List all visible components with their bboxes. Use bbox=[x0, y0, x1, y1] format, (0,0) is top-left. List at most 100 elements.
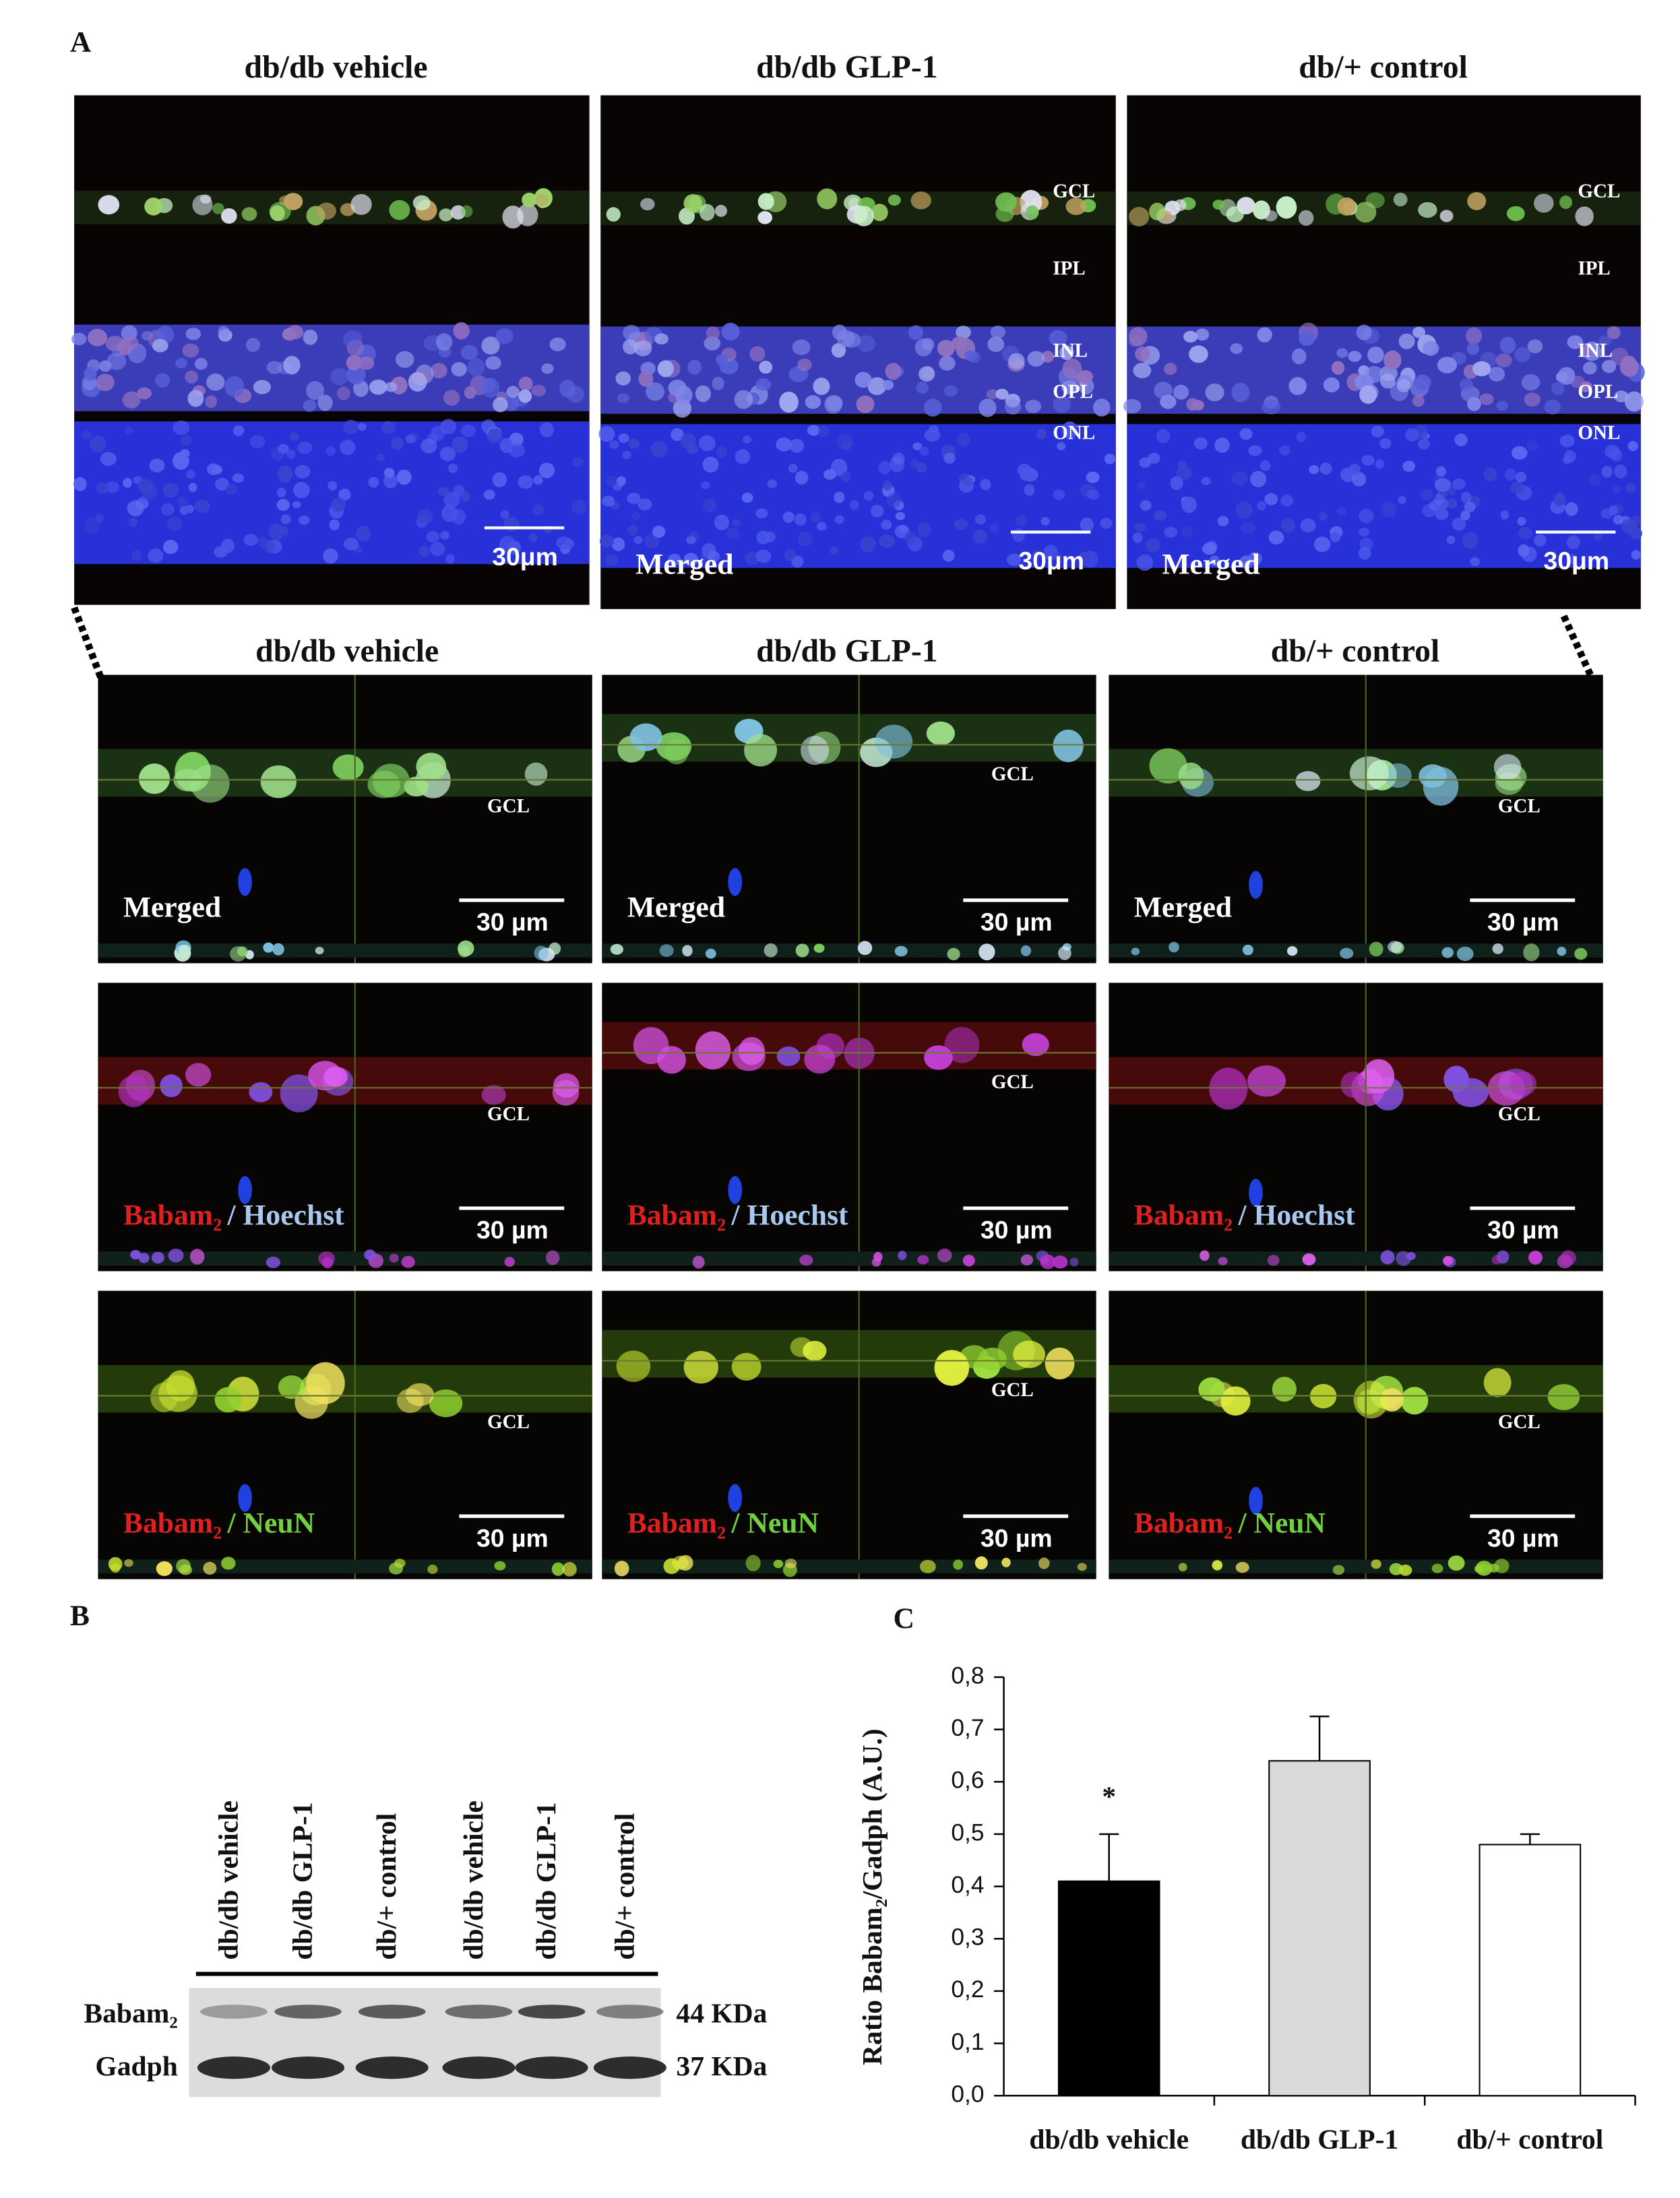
band bbox=[593, 2056, 666, 2079]
cell bbox=[1129, 327, 1148, 346]
cell bbox=[1349, 756, 1389, 790]
scale-bar-label: 30μm bbox=[1018, 546, 1084, 575]
cell bbox=[1412, 394, 1425, 407]
cell bbox=[1361, 455, 1375, 466]
cell bbox=[1443, 1255, 1454, 1265]
cell bbox=[1059, 345, 1074, 360]
cell bbox=[1446, 535, 1456, 544]
y-tick-label: 0,5 bbox=[951, 1819, 984, 1846]
cell bbox=[123, 478, 132, 488]
cell bbox=[131, 550, 142, 561]
cell bbox=[788, 464, 798, 473]
cell bbox=[834, 491, 845, 503]
cell bbox=[803, 1340, 827, 1361]
cell bbox=[789, 439, 805, 453]
cell bbox=[416, 753, 447, 781]
bar bbox=[1268, 1760, 1371, 2097]
cell bbox=[1093, 398, 1111, 417]
cell bbox=[1019, 467, 1033, 481]
stain-label: / NeuN bbox=[1237, 1507, 1326, 1540]
image-label: Merged bbox=[1134, 891, 1232, 924]
cell bbox=[1614, 390, 1629, 403]
cell bbox=[1488, 367, 1505, 382]
cell bbox=[702, 499, 717, 513]
cell bbox=[148, 548, 164, 563]
cell bbox=[1499, 336, 1516, 354]
lane-label: db/db vehicle bbox=[212, 1800, 243, 1960]
y-tick-label: 0,4 bbox=[951, 1872, 984, 1898]
cell bbox=[755, 549, 772, 563]
cell bbox=[1544, 399, 1561, 415]
cell bbox=[364, 1249, 376, 1261]
cell bbox=[431, 363, 447, 379]
cell bbox=[813, 943, 825, 953]
cell bbox=[160, 1074, 183, 1098]
cell bbox=[1518, 544, 1530, 557]
cell bbox=[99, 360, 112, 372]
cell bbox=[243, 534, 258, 546]
cell bbox=[699, 203, 715, 221]
cell bbox=[408, 372, 427, 392]
group-title: db/db vehicle bbox=[255, 633, 439, 668]
cell bbox=[1298, 210, 1314, 226]
cell bbox=[1149, 202, 1166, 221]
cell bbox=[944, 1027, 980, 1063]
cell bbox=[792, 339, 811, 355]
cell bbox=[1061, 421, 1078, 439]
cell bbox=[692, 1255, 705, 1269]
cell bbox=[376, 453, 385, 462]
cell bbox=[990, 325, 1006, 339]
cell bbox=[716, 446, 727, 458]
cell bbox=[836, 329, 855, 348]
cell bbox=[122, 391, 141, 409]
scale-bar-label: 30 µm bbox=[476, 908, 549, 936]
cell bbox=[795, 943, 809, 957]
cell bbox=[871, 1258, 881, 1267]
cell bbox=[1053, 489, 1065, 500]
layer-label: GCL bbox=[991, 1379, 1034, 1401]
image-label: Babam₂ / Hoechst bbox=[123, 1199, 344, 1232]
cell bbox=[1466, 327, 1483, 345]
image-label: Babam₂ / NeuN bbox=[627, 1507, 819, 1540]
cell bbox=[947, 947, 960, 961]
cell bbox=[418, 546, 430, 557]
cell bbox=[650, 441, 668, 458]
cell bbox=[1057, 442, 1066, 451]
image-label: Babam₂ / NeuN bbox=[123, 1507, 315, 1540]
cell bbox=[917, 522, 931, 538]
cell bbox=[1319, 462, 1332, 475]
stain-label: Babam₂ bbox=[123, 1507, 222, 1540]
side-strip bbox=[98, 1559, 592, 1574]
cell bbox=[1201, 476, 1211, 486]
cell bbox=[194, 358, 208, 370]
cell bbox=[1281, 517, 1295, 533]
micrograph bbox=[98, 982, 592, 1271]
layer-label: GCL bbox=[1498, 796, 1541, 817]
cell bbox=[1534, 193, 1554, 213]
cell bbox=[795, 470, 809, 485]
cell bbox=[1140, 500, 1152, 511]
cell bbox=[972, 529, 987, 544]
cell bbox=[232, 473, 245, 483]
cell bbox=[182, 343, 199, 358]
layer-label: IPL bbox=[1578, 257, 1610, 279]
image-label: Babam₂ / Hoechst bbox=[1134, 1199, 1355, 1232]
bar bbox=[1479, 1844, 1582, 2097]
cell bbox=[1483, 1368, 1512, 1398]
cell bbox=[190, 764, 230, 803]
cell bbox=[755, 378, 772, 391]
cell bbox=[429, 1389, 463, 1418]
cell bbox=[1379, 438, 1392, 449]
band bbox=[518, 2005, 586, 2019]
cell bbox=[276, 499, 290, 511]
cell bbox=[1148, 453, 1160, 464]
cell bbox=[268, 524, 285, 540]
layer-label: GCL bbox=[991, 1071, 1034, 1093]
cell bbox=[238, 1484, 252, 1512]
cell bbox=[1470, 557, 1480, 567]
cell bbox=[1086, 471, 1100, 483]
cell bbox=[1610, 347, 1629, 366]
cell bbox=[1566, 536, 1580, 550]
cell bbox=[810, 511, 821, 523]
cell bbox=[317, 394, 333, 411]
